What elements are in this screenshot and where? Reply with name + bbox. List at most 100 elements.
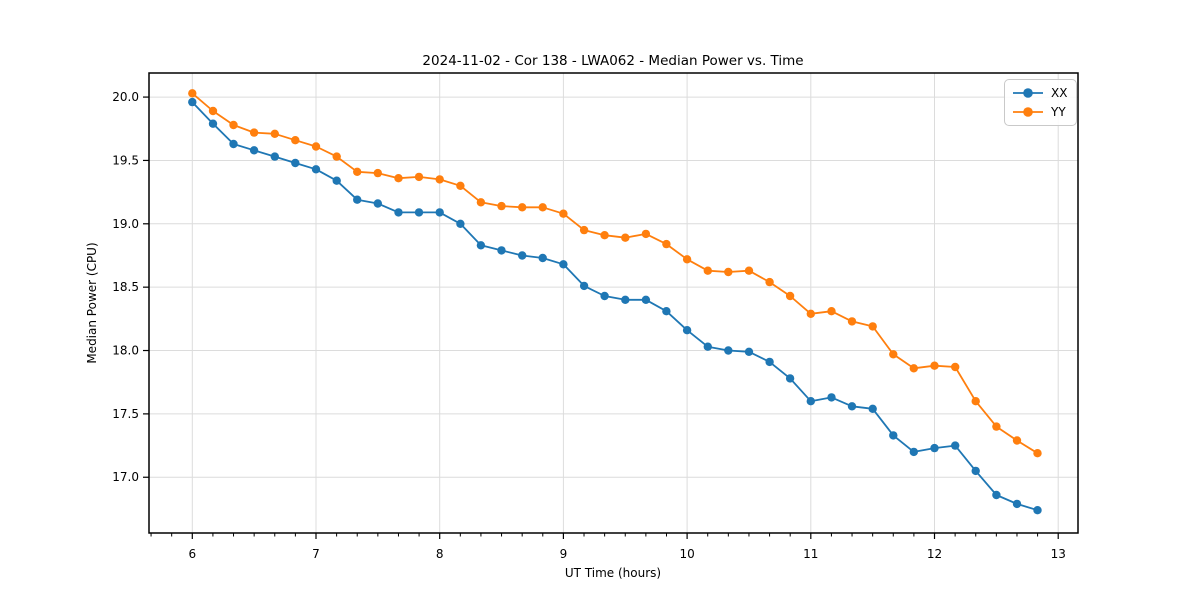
data-point-yy (600, 231, 609, 240)
data-point-yy (332, 152, 341, 161)
data-point-yy (992, 422, 1001, 431)
legend: XX YY (1004, 79, 1078, 126)
legend-label-xx: XX (1051, 86, 1068, 100)
data-point-xx (497, 246, 506, 255)
data-point-yy (435, 175, 444, 184)
data-point-xx (703, 342, 712, 351)
data-point-yy (353, 167, 362, 176)
data-point-xx (951, 441, 960, 450)
data-point-xx (992, 490, 1001, 500)
data-point-yy (373, 168, 382, 178)
data-point-xx (538, 253, 547, 263)
data-point-yy (744, 266, 754, 275)
data-point-xx (785, 374, 795, 383)
data-point-yy (394, 174, 403, 183)
x-tick-label: 9 (560, 547, 568, 561)
legend-label-yy: YY (1051, 105, 1066, 119)
x-tick-label: 13 (1051, 547, 1066, 561)
data-point-xx (621, 295, 630, 304)
data-point-yy (208, 106, 218, 116)
data-point-xx (765, 357, 774, 367)
data-point-xx (806, 397, 815, 406)
data-point-xx (641, 295, 651, 304)
data-point-xx (600, 291, 609, 301)
data-point-xx (579, 281, 589, 291)
legend-marker-yy (1013, 107, 1043, 117)
data-point-xx (456, 219, 465, 228)
x-axis-label: UT Time (hours) (565, 566, 661, 580)
data-point-yy (291, 136, 300, 145)
data-point-yy (889, 350, 898, 359)
data-point-xx (353, 195, 362, 204)
x-tick-label: 6 (188, 547, 196, 561)
data-point-yy (1012, 436, 1022, 445)
data-point-xx (270, 152, 279, 161)
data-point-yy (249, 128, 259, 137)
legend-item-yy: YY (1012, 103, 1067, 121)
x-tick-label: 12 (927, 547, 942, 561)
axis-ticks (143, 96, 1059, 539)
data-point-yy (785, 291, 795, 301)
data-point-yy (229, 120, 238, 130)
data-point-xx (332, 176, 341, 185)
data-point-yy (559, 209, 568, 218)
data-point-xx (476, 241, 486, 250)
data-point-yy (951, 362, 960, 372)
axes-spines (148, 72, 1079, 534)
chart-title: 2024-11-02 - Cor 138 - LWA062 - Median P… (422, 53, 803, 69)
data-point-yy (765, 277, 774, 287)
data-point-xx (229, 139, 238, 149)
legend-marker-xx (1013, 88, 1043, 98)
y-tick-label: 17.5 (112, 407, 139, 421)
y-tick-label: 17.0 (112, 470, 139, 484)
data-point-yy (188, 89, 197, 98)
gridlines (149, 73, 1078, 533)
data-point-yy (456, 181, 465, 190)
data-point-xx (188, 97, 197, 107)
data-point-yy (579, 225, 589, 235)
y-tick-label: 18.5 (112, 280, 139, 294)
data-point-yy (497, 201, 506, 211)
data-point-yy (971, 397, 980, 406)
data-point-xx (394, 208, 403, 217)
data-point-yy (1033, 449, 1042, 458)
data-point-yy (538, 203, 547, 212)
data-point-xx (208, 119, 218, 128)
data-point-xx (1033, 506, 1042, 515)
data-point-yy (311, 142, 321, 151)
data-point-yy (682, 255, 692, 264)
data-point-xx (909, 447, 918, 457)
data-point-xx (971, 466, 980, 476)
y-tick-label: 20.0 (112, 90, 139, 104)
data-point-yy (662, 239, 671, 249)
data-point-xx (847, 402, 857, 411)
x-tick-label: 7 (312, 547, 320, 561)
data-point-yy (847, 317, 857, 326)
y-tick-label: 18.0 (112, 344, 139, 358)
data-point-yy (806, 309, 815, 318)
data-point-yy (827, 307, 836, 316)
data-point-xx (559, 260, 568, 269)
x-tick-label: 10 (679, 547, 694, 561)
data-point-xx (435, 208, 444, 217)
y-axis-label: Median Power (CPU) (85, 242, 99, 363)
data-point-xx (518, 251, 527, 260)
data-point-xx (930, 443, 939, 453)
axis-tick-labels: 6 7 8 9 10 11 12 13 17.0 17.5 18.0 18.5 19.0 19.5 20.0 (112, 90, 1066, 561)
data-point-yy (724, 267, 733, 277)
data-point-yy (703, 266, 712, 275)
data-point-yy (868, 322, 877, 331)
legend-item-xx: XX (1012, 84, 1067, 102)
series-line-xx (191, 101, 1039, 512)
data-point-yy (476, 198, 486, 207)
data-point-xx (291, 158, 300, 168)
data-point-xx (249, 146, 259, 155)
data-point-xx (744, 347, 754, 356)
data-point-xx (724, 346, 733, 355)
data-point-xx (682, 326, 692, 335)
data-point-yy (414, 172, 424, 182)
data-point-xx (311, 165, 321, 174)
data-point-yy (641, 229, 651, 239)
